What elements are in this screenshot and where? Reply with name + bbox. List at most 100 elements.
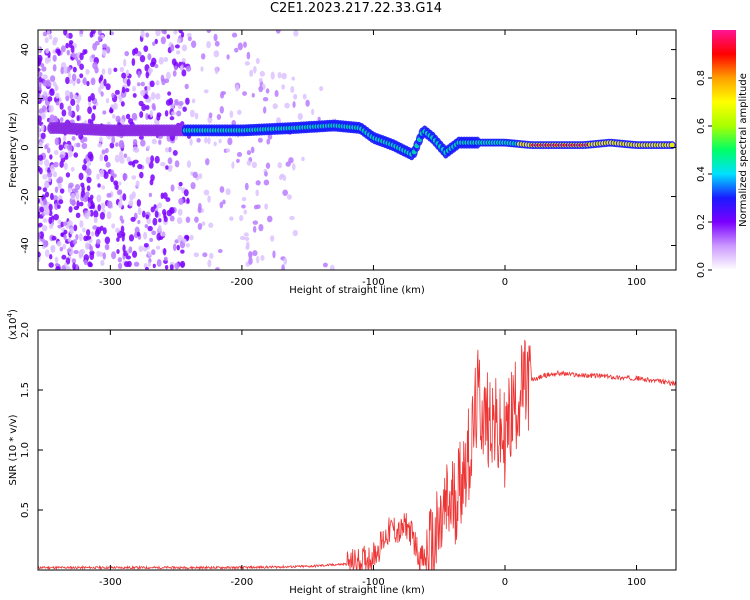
noise-speck bbox=[255, 180, 261, 186]
noise-speck bbox=[149, 237, 154, 243]
snr-xtick-label: 0 bbox=[502, 577, 508, 588]
noise-speck bbox=[82, 227, 86, 233]
snr-chart: -300 -200 -100 0 100 0.5 1.0 1.5 2.0 Height of s… bbox=[6, 309, 677, 596]
noise-speck bbox=[79, 220, 84, 228]
noise-speck bbox=[64, 90, 71, 97]
noise-speck bbox=[45, 47, 50, 54]
noise-speck bbox=[38, 67, 41, 72]
noise-speck bbox=[60, 66, 65, 75]
noise-speck bbox=[139, 55, 146, 63]
svg-text:(x104): (x104) bbox=[6, 309, 19, 340]
noise-speck bbox=[97, 35, 102, 41]
noise-speck bbox=[94, 40, 100, 46]
noise-speck bbox=[178, 181, 183, 187]
noise-speck bbox=[138, 100, 144, 107]
noise-speck bbox=[81, 185, 85, 193]
noise-speck bbox=[248, 257, 253, 265]
noise-speck bbox=[180, 121, 185, 126]
noise-speck bbox=[86, 235, 92, 240]
colorbar-label: Normalized spectral amplitude bbox=[738, 73, 749, 227]
noise-speck bbox=[124, 87, 130, 93]
noise-speck bbox=[62, 243, 67, 250]
noise-speck bbox=[243, 41, 247, 48]
noise-speck bbox=[111, 136, 116, 144]
noise-speck bbox=[75, 212, 81, 219]
spectrogram-xlabel: Height of straight line (km) bbox=[289, 285, 425, 296]
noise-speck bbox=[84, 242, 90, 250]
noise-speck bbox=[130, 216, 136, 222]
noise-speck bbox=[163, 256, 168, 262]
noise-speck bbox=[143, 45, 149, 53]
noise-speck bbox=[158, 139, 162, 145]
noise-speck bbox=[251, 161, 258, 169]
spectrogram-ytick-label: 20 bbox=[20, 92, 31, 105]
noise-speck bbox=[48, 216, 53, 225]
noise-speck bbox=[197, 202, 202, 211]
noise-speck bbox=[48, 203, 53, 211]
noise-speck bbox=[91, 203, 95, 210]
noise-speck bbox=[38, 71, 43, 77]
noise-speck bbox=[68, 206, 73, 213]
noise-speck bbox=[265, 162, 271, 169]
noise-speck bbox=[222, 199, 226, 205]
noise-speck bbox=[178, 198, 184, 205]
noise-speck bbox=[164, 265, 169, 270]
noise-speck bbox=[70, 53, 76, 58]
noise-speck bbox=[132, 139, 138, 146]
noise-speck bbox=[145, 156, 151, 165]
noise-speck bbox=[54, 137, 60, 146]
colorbar-tick-label: 0.4 bbox=[696, 166, 707, 182]
spectrogram-ytick-label: 40 bbox=[20, 43, 31, 56]
noise-speck bbox=[100, 259, 105, 266]
noise-speck bbox=[200, 66, 204, 72]
noise-speck bbox=[115, 115, 121, 123]
noise-speck bbox=[90, 231, 95, 237]
noise-speck bbox=[281, 84, 285, 90]
noise-speck bbox=[243, 209, 247, 215]
noise-speck bbox=[90, 92, 95, 101]
snr-xtick-label: -300 bbox=[99, 577, 122, 588]
noise-speck bbox=[115, 142, 119, 147]
noise-speck bbox=[185, 243, 190, 248]
noise-speck bbox=[96, 226, 102, 235]
noise-speck bbox=[61, 254, 67, 260]
noise-speck bbox=[90, 77, 96, 86]
noise-speck bbox=[153, 204, 157, 209]
noise-speck bbox=[260, 254, 265, 261]
noise-speck bbox=[59, 102, 64, 110]
noise-speck bbox=[66, 66, 72, 71]
noise-speck bbox=[213, 50, 220, 58]
noise-speck bbox=[47, 96, 53, 102]
noise-speck bbox=[160, 36, 167, 45]
noise-speck bbox=[75, 192, 80, 200]
noise-speck bbox=[87, 106, 93, 115]
noise-speck bbox=[52, 39, 57, 46]
noise-speck bbox=[147, 261, 151, 267]
noise-speck bbox=[38, 251, 41, 258]
noise-speck bbox=[246, 150, 252, 156]
noise-speck bbox=[118, 140, 125, 148]
noise-speck bbox=[103, 78, 107, 87]
noise-speck bbox=[255, 57, 260, 65]
noise-speck bbox=[76, 59, 81, 65]
noise-speck bbox=[129, 194, 134, 201]
noise-speck bbox=[176, 110, 182, 117]
noise-speck bbox=[176, 244, 180, 251]
noise-speck bbox=[149, 110, 154, 118]
noise-speck bbox=[282, 189, 288, 196]
noise-speck bbox=[185, 65, 192, 72]
noise-speck bbox=[149, 80, 155, 88]
spectrogram-plot-area bbox=[38, 30, 676, 270]
noise-speck bbox=[196, 138, 201, 143]
noise-speck bbox=[117, 257, 123, 263]
noise-speck bbox=[121, 72, 127, 79]
noise-speck bbox=[140, 139, 146, 147]
noise-speck bbox=[150, 92, 156, 100]
noise-speck bbox=[65, 257, 71, 265]
noise-speck bbox=[63, 66, 68, 74]
noise-speck bbox=[38, 186, 42, 191]
noise-speck bbox=[109, 142, 115, 149]
noise-speck bbox=[281, 72, 287, 80]
noise-speck bbox=[132, 250, 138, 258]
noise-speck bbox=[120, 101, 125, 107]
